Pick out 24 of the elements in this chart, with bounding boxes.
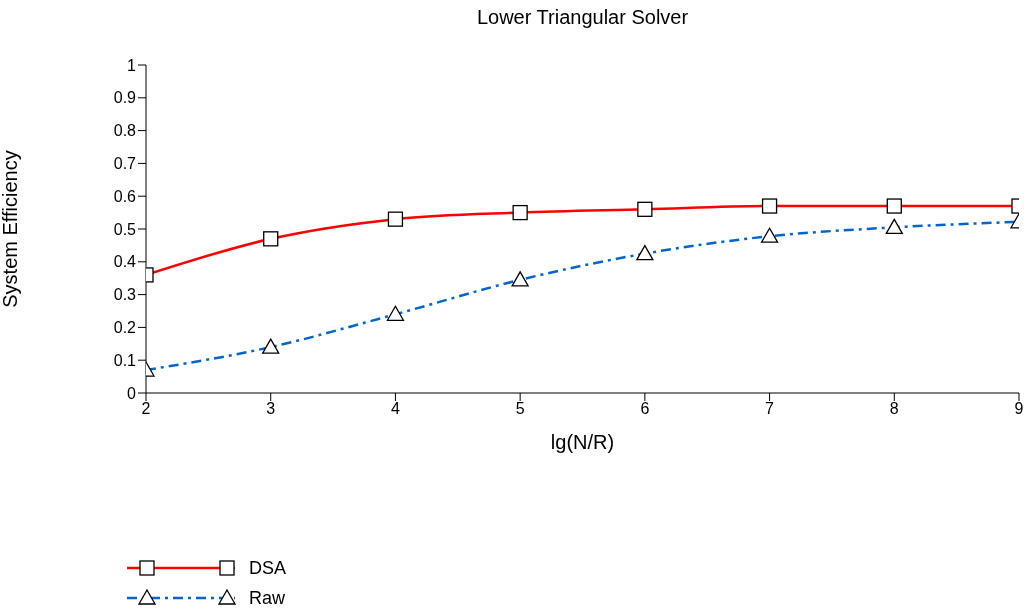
x-tick-label: 8 <box>889 400 899 418</box>
y-tick-label: 0.1 <box>113 351 137 369</box>
legend-label: DSA <box>249 557 287 579</box>
y-tick-label: 0.4 <box>113 253 137 271</box>
y-tick-label: 0.6 <box>113 187 137 205</box>
x-tick-label: 7 <box>765 400 775 418</box>
y-tick-label: 0.3 <box>113 286 137 304</box>
x-tick-label: 2 <box>141 400 151 418</box>
y-tick-label: 0.7 <box>113 155 137 173</box>
y-axis-title: System Efficiency <box>0 150 22 308</box>
y-tick-label: 0.8 <box>113 122 137 140</box>
x-tick-label: 6 <box>640 400 650 418</box>
x-tick-label: 4 <box>390 400 400 418</box>
y-tick-label: 0.5 <box>113 220 137 238</box>
y-tick-label: 0.9 <box>113 89 137 107</box>
x-axis-title: lg(N/R) <box>550 431 615 453</box>
x-tick-label: 9 <box>1014 400 1024 418</box>
chart-title: Lower Triangular Solver <box>475 6 690 29</box>
x-tick-label: 3 <box>266 400 276 418</box>
y-tick-label: 0 <box>127 384 137 402</box>
x-tick-label: 5 <box>515 400 525 418</box>
legend-label: Raw <box>249 587 286 609</box>
y-tick-label: 0.2 <box>113 319 137 337</box>
y-tick-label: 1 <box>127 56 137 74</box>
